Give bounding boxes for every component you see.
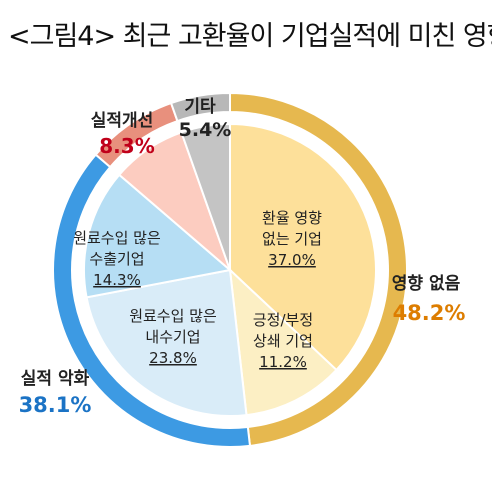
slice-export-importers-value-label: 14.3%: [93, 271, 141, 289]
slice-export-importers: [83, 173, 233, 299]
outer-label-worse-name: 실적 악화: [21, 369, 90, 389]
inner-pie: [83, 122, 377, 417]
ring-other-segment: [169, 91, 231, 123]
slice-domestic-importers: [85, 268, 248, 417]
outer-label-better-value: 8.3%: [99, 134, 154, 158]
outer-label-other-name: 기타: [184, 97, 216, 117]
slice-no-fx-effect-label-line: 없는 기업: [262, 230, 322, 248]
outer-label-no-effect-name: 영향 없음: [392, 273, 461, 294]
outer-ring: [52, 91, 408, 448]
slice-offset-label-line: 상쇄 기업: [253, 332, 313, 350]
outer-label-no-effect-value: 48.2%: [393, 301, 466, 325]
slice-domestic-importers-value-label: 23.8%: [149, 349, 197, 367]
slice-export-importers-label-line: 수출기업: [89, 250, 144, 268]
slice-other: [180, 122, 231, 271]
chart-title: <그림4> 최근 고환율이 기업실적에 미친 영향: [8, 21, 492, 52]
slice-domestic-importers-label-line: 원료수입 많은: [129, 307, 217, 325]
slice-export-importers-label-line: 원료수입 많은: [73, 229, 161, 247]
slice-no-fx-effect-value-label: 37.0%: [268, 251, 316, 269]
outer-label-other-value: 5.4%: [179, 119, 232, 141]
outer-label-better-name: 실적개선: [91, 111, 154, 131]
slice-offset-label-line: 긍정/부정: [253, 311, 313, 329]
slice-offset-value-label: 11.2%: [259, 353, 307, 371]
slice-offset: [228, 267, 338, 417]
slice-no-fx-effect-label-line: 환율 영향: [262, 209, 322, 227]
slice-no-fx-effect: [229, 122, 377, 372]
slice-domestic-importers-label-line: 내수기업: [145, 328, 200, 346]
outer-label-worse-value: 38.1%: [19, 393, 92, 417]
